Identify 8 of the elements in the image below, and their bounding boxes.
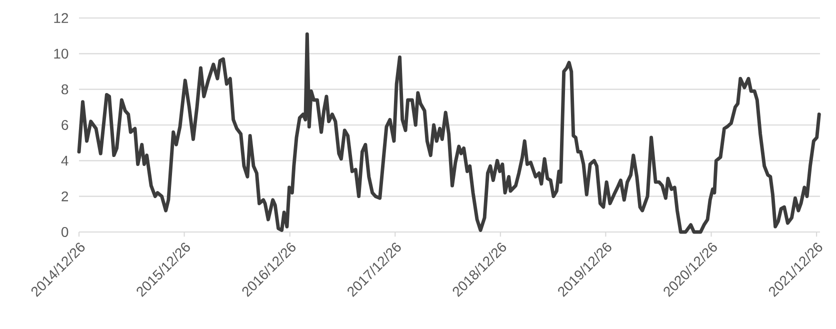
line-series [77, 32, 821, 234]
y-tick-label: 0 [61, 227, 68, 237]
y-tick-label: 10 [54, 48, 68, 59]
y-tick-label: 2 [62, 191, 68, 202]
y-tick-label: 8 [62, 84, 68, 94]
y-tick-label: 12 [54, 13, 68, 23]
y-tick-label: 6 [62, 120, 68, 130]
y-tick-label: 4 [61, 156, 68, 166]
